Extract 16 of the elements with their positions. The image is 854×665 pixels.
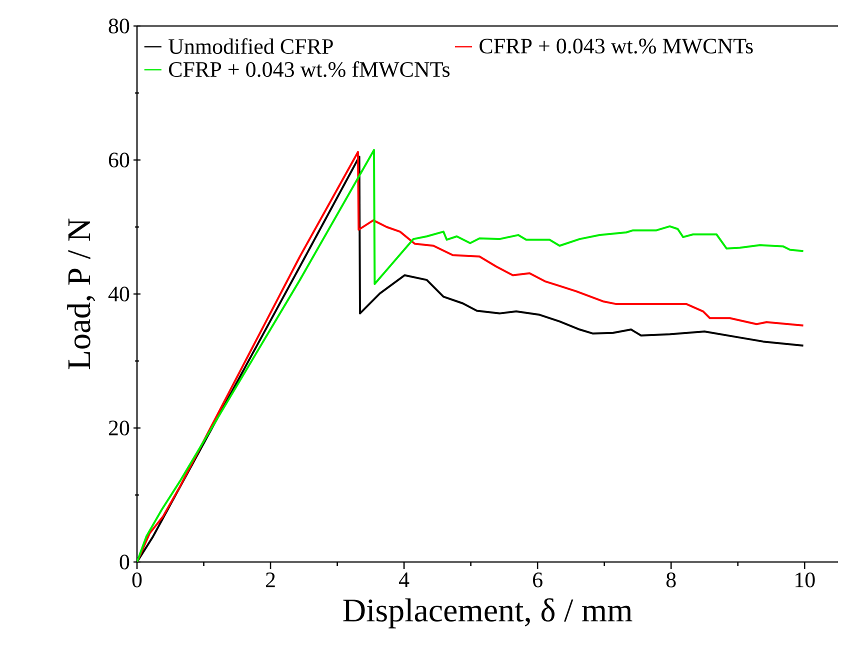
- y-tick-label: 0: [120, 554, 130, 570]
- x-axis-title: Displacement, δ / mm: [343, 598, 632, 628]
- x-tick-label: 10: [796, 572, 815, 588]
- y-tick-label: 80: [108, 18, 130, 34]
- y-axis-title: Load, P / N: [67, 218, 96, 370]
- x-tick-label: 8: [666, 572, 676, 588]
- x-tick-label: 4: [398, 572, 410, 588]
- y-tick-label: 40: [108, 286, 130, 302]
- legend-label: CFRP + 0.043 wt.% MWCNTs: [480, 38, 753, 54]
- x-tick-label: 0: [132, 572, 142, 588]
- legend-label: CFRP + 0.043 wt.% fMWCNTs: [168, 61, 450, 78]
- legend-label: Unmodified CFRP: [168, 38, 333, 54]
- x-tick-label: 6: [533, 572, 542, 588]
- x-tick-label: 2: [266, 572, 275, 588]
- y-tick-label: 60: [108, 152, 130, 168]
- y-tick-label: 20: [108, 420, 130, 436]
